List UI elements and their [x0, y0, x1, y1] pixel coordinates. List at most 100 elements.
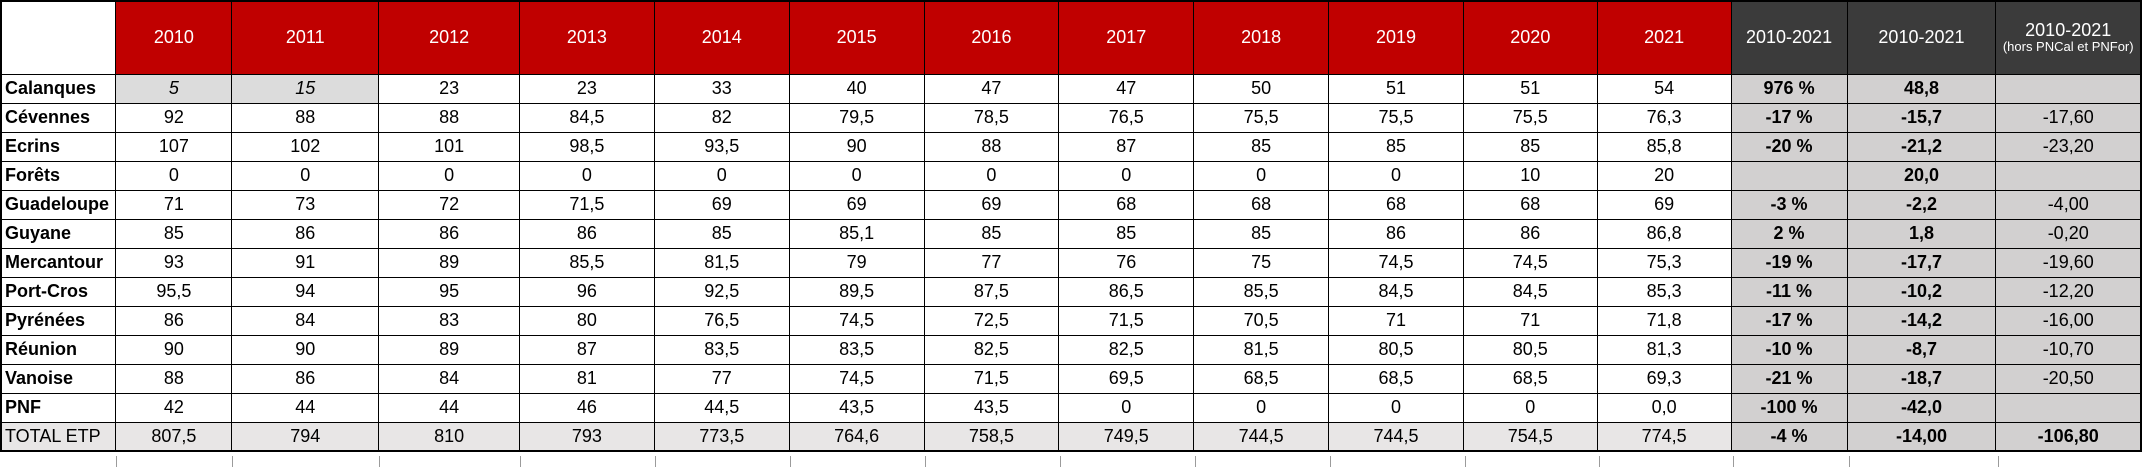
table-cell[interactable]: 10	[1462, 160, 1598, 191]
table-cell[interactable]: 84,5	[1328, 276, 1464, 307]
year-header[interactable]: 2017	[1058, 0, 1195, 75]
table-cell[interactable]: 68	[1193, 189, 1330, 220]
table-cell[interactable]: 75,5	[1193, 102, 1330, 133]
table-cell[interactable]: 51	[1328, 73, 1464, 104]
table-cell[interactable]: 107	[115, 131, 233, 162]
table-cell[interactable]: 0	[1328, 392, 1464, 423]
table-cell[interactable]: 75,3	[1596, 247, 1732, 278]
table-cell[interactable]: 86,8	[1596, 218, 1732, 249]
table-cell[interactable]: 77	[653, 363, 790, 394]
table-cell[interactable]: 75,5	[1462, 102, 1598, 133]
table-cell[interactable]: 85	[1193, 131, 1330, 162]
table-cell[interactable]: 88	[378, 102, 520, 133]
year-header[interactable]: 2013	[519, 0, 655, 75]
table-cell[interactable]: 71	[1462, 305, 1598, 336]
diff-cell[interactable]: -21,2	[1846, 131, 1997, 162]
diff-excl-cell[interactable]: -20,50	[1995, 363, 2142, 394]
table-cell[interactable]: 88	[231, 102, 380, 133]
diff-excl-cell[interactable]	[1995, 160, 2142, 191]
table-cell[interactable]: 86	[519, 218, 655, 249]
year-header[interactable]: 2012	[378, 0, 520, 75]
pct-cell[interactable]: -19 %	[1730, 247, 1848, 278]
table-cell[interactable]: 76	[1058, 247, 1195, 278]
table-cell[interactable]: 81,5	[1193, 334, 1330, 365]
table-cell[interactable]: 89,5	[788, 276, 925, 307]
table-cell[interactable]: 102	[231, 131, 380, 162]
diff-excl-cell[interactable]: -0,20	[1995, 218, 2142, 249]
table-cell[interactable]: 89	[378, 247, 520, 278]
diff-cell[interactable]: -8,7	[1846, 334, 1997, 365]
table-cell[interactable]: 0	[1058, 160, 1195, 191]
table-cell[interactable]: 68,5	[1193, 363, 1330, 394]
table-cell[interactable]: 74,5	[788, 363, 925, 394]
row-label[interactable]: Guyane	[0, 218, 117, 249]
table-cell[interactable]: 42	[115, 392, 233, 423]
table-cell[interactable]: 85,8	[1596, 131, 1732, 162]
table-cell[interactable]: 810	[378, 421, 520, 452]
diff-cell[interactable]: -17,7	[1846, 247, 1997, 278]
year-header[interactable]: 2015	[788, 0, 925, 75]
row-label[interactable]: Mercantour	[0, 247, 117, 278]
diff-cell[interactable]: -10,2	[1846, 276, 1997, 307]
row-label[interactable]: Vanoise	[0, 363, 117, 394]
table-cell[interactable]: 0	[923, 160, 1060, 191]
diff-excl-cell[interactable]: -23,20	[1995, 131, 2142, 162]
table-cell[interactable]: 98,5	[519, 131, 655, 162]
table-cell[interactable]: 85,1	[788, 218, 925, 249]
table-cell[interactable]: 91	[231, 247, 380, 278]
table-cell[interactable]: 50	[1193, 73, 1330, 104]
table-cell[interactable]: 69,5	[1058, 363, 1195, 394]
table-cell[interactable]: 85	[115, 218, 233, 249]
table-cell[interactable]: 73	[231, 189, 380, 220]
table-cell[interactable]: 68	[1462, 189, 1598, 220]
table-cell[interactable]: 84,5	[1462, 276, 1598, 307]
table-cell[interactable]: 0	[653, 160, 790, 191]
table-cell[interactable]: 95,5	[115, 276, 233, 307]
table-cell[interactable]: 80	[519, 305, 655, 336]
diff-excl-cell[interactable]: -4,00	[1995, 189, 2142, 220]
table-cell[interactable]: 74,5	[1462, 247, 1598, 278]
table-cell[interactable]: 83,5	[653, 334, 790, 365]
table-cell[interactable]: 86	[115, 305, 233, 336]
diff-excl-cell[interactable]	[1995, 73, 2142, 104]
table-cell[interactable]: 76,3	[1596, 102, 1732, 133]
table-cell[interactable]: 0,0	[1596, 392, 1732, 423]
pct-cell[interactable]: -20 %	[1730, 131, 1848, 162]
table-cell[interactable]: 84,5	[519, 102, 655, 133]
table-cell[interactable]: 0	[378, 160, 520, 191]
table-cell[interactable]: 92	[115, 102, 233, 133]
pct-cell[interactable]: -11 %	[1730, 276, 1848, 307]
table-cell[interactable]: 69	[653, 189, 790, 220]
year-header[interactable]: 2016	[923, 0, 1060, 75]
table-cell[interactable]: 68,5	[1462, 363, 1598, 394]
table-cell[interactable]: 90	[231, 334, 380, 365]
table-cell[interactable]: 79	[788, 247, 925, 278]
table-cell[interactable]: 773,5	[653, 421, 790, 452]
pct-cell[interactable]: -17 %	[1730, 102, 1848, 133]
table-cell[interactable]: 86	[1462, 218, 1598, 249]
table-cell[interactable]: 84	[378, 363, 520, 394]
table-cell[interactable]: 101	[378, 131, 520, 162]
diff-cell[interactable]: -2,2	[1846, 189, 1997, 220]
pct-cell[interactable]	[1730, 160, 1848, 191]
table-cell[interactable]: 74,5	[1328, 247, 1464, 278]
table-cell[interactable]: 86,5	[1058, 276, 1195, 307]
row-label[interactable]: PNF	[0, 392, 117, 423]
table-cell[interactable]: 758,5	[923, 421, 1060, 452]
table-cell[interactable]: 71,5	[1058, 305, 1195, 336]
table-cell[interactable]: 794	[231, 421, 380, 452]
table-cell[interactable]: 81,3	[1596, 334, 1732, 365]
pct-cell[interactable]: 976 %	[1730, 73, 1848, 104]
diff-excl-cell[interactable]: -106,80	[1995, 421, 2142, 452]
diff-excl-cell[interactable]: -17,60	[1995, 102, 2142, 133]
row-label[interactable]: Pyrénées	[0, 305, 117, 336]
row-label[interactable]: Réunion	[0, 334, 117, 365]
table-cell[interactable]: 68	[1058, 189, 1195, 220]
table-cell[interactable]: 85	[1328, 131, 1464, 162]
table-cell[interactable]: 69	[1596, 189, 1732, 220]
table-cell[interactable]: 85,5	[519, 247, 655, 278]
table-cell[interactable]: 86	[231, 363, 380, 394]
table-cell[interactable]: 85	[1462, 131, 1598, 162]
table-cell[interactable]: 71,5	[519, 189, 655, 220]
table-cell[interactable]: 85,3	[1596, 276, 1732, 307]
